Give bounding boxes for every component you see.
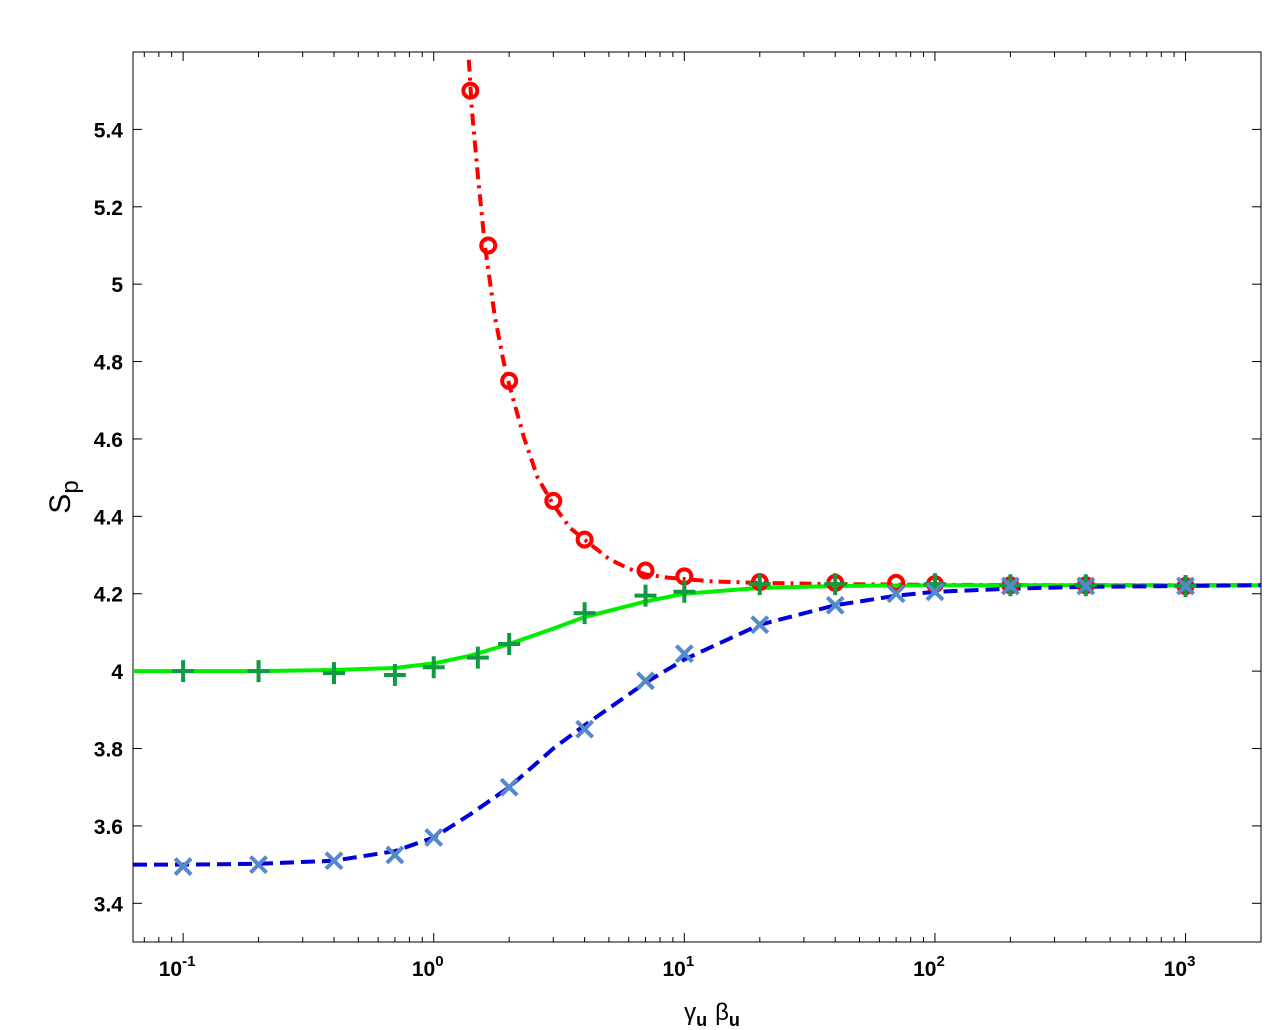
data-point-blue [674,644,694,664]
x-axis-label: γu βu [684,999,740,1030]
data-point-red [479,236,498,255]
data-point-blue [750,615,770,635]
x-tick-label: 100 [412,953,444,981]
data-point-red [887,573,906,592]
data-point-green [824,573,847,596]
data-point-green [422,656,445,679]
x-axis-label-main2: β [715,999,729,1026]
y-tick-label: 4.4 [94,506,124,529]
y-tick-label: 3.8 [94,739,124,762]
data-point-blue [886,584,906,604]
data-point-green [573,602,596,625]
x-tick-label-exp: 3 [1187,953,1195,970]
x-tick-label-base: 10 [913,958,936,981]
series-line-blue [133,583,1261,867]
y-tick-label: 4.2 [94,584,123,607]
data-point-blue [173,857,193,876]
y-tick-label: 3.4 [94,893,124,916]
x-tick-label: 102 [913,953,945,981]
data-point-green [634,584,657,607]
x-axis-label-sub: u [696,1010,707,1030]
x-tick-label-base: 10 [412,958,435,981]
x-tick-label-base: 10 [662,958,685,981]
x-tick-label: 10-1 [159,953,196,981]
tick-labels: 10-1 100 101 102 1033.43.63.844.24.44.64.855… [94,119,1196,981]
data-point-blue [424,828,444,847]
data-point-green [172,660,195,683]
data-point-green [466,646,489,669]
data-point-red [636,561,655,580]
data-point-green [673,580,696,603]
x-axis-label-main: γ [684,999,696,1026]
data-point-blue [385,845,405,865]
data-point-green [383,664,406,686]
data-point-blue [1176,576,1195,596]
x-tick-label-base: 10 [159,958,182,981]
data-point-blue [575,719,595,739]
data-point-blue [324,851,344,871]
data-point-red [500,371,519,390]
data-point-green [247,660,270,683]
y-tick-label: 4 [111,661,123,684]
data-point-red [461,81,480,100]
data-point-blue [499,777,519,797]
plot-area [132,51,1262,943]
y-tick-label: 5.4 [94,119,124,142]
x-tick-label: 101 [662,953,694,981]
x-tick-label-base: 10 [1164,958,1187,981]
data-point-blue [249,855,268,875]
data-point-blue [825,595,845,615]
x-tick-label-exp: 2 [936,953,944,970]
x-tick-label-exp: 1 [686,953,694,970]
data-point-green [748,573,771,596]
y-tick-label: 5 [111,274,123,297]
series-lines [133,59,1261,867]
y-tick-label: 4.6 [94,429,123,452]
y-tick-label: 4.8 [94,352,124,375]
y-tick-label: 3.6 [94,816,123,839]
y-axis-label-main: S [44,494,77,514]
data-point-red [544,491,563,510]
x-tick-label: 103 [1164,953,1196,981]
data-point-blue [1076,576,1096,596]
data-point-blue [1000,576,1020,596]
data-point-blue [925,582,945,602]
y-tick-label: 5.2 [94,197,123,220]
data-point-red [575,530,594,549]
y-axis-label: Sp [44,480,84,513]
x-tick-label-exp: 0 [435,953,443,970]
axis-ticks [133,52,1262,942]
series-markers [172,81,1197,876]
x-axis-label-sub2: u [729,1010,740,1030]
data-point-green [322,662,345,685]
data-point-blue [636,671,655,691]
series-line-green [133,583,1261,674]
x-tick-label-exp: -1 [182,953,195,970]
y-axis-label-sub: p [57,480,84,493]
data-point-green [498,633,521,656]
